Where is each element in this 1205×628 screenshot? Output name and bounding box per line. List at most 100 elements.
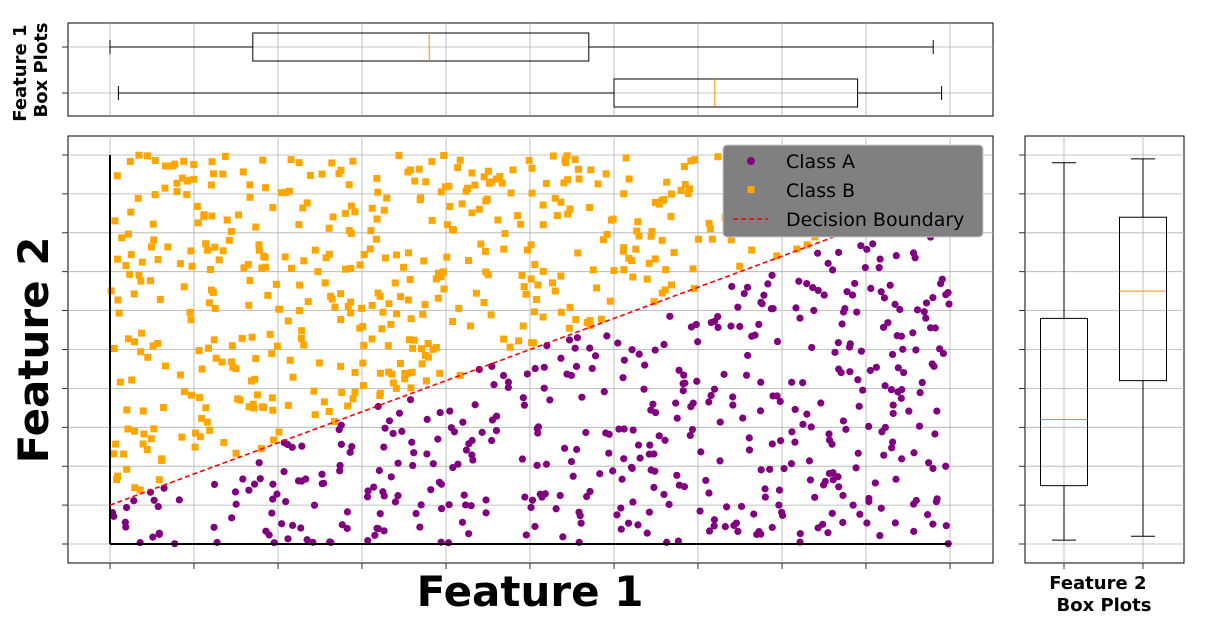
point-class-b (409, 344, 417, 352)
point-class-b (138, 329, 146, 337)
point-class-b (126, 270, 134, 278)
point-class-b (272, 280, 280, 288)
point-class-b (530, 308, 538, 316)
point-class-b (518, 271, 526, 279)
point-class-b (113, 476, 121, 484)
point-class-a (504, 378, 513, 386)
point-class-a (629, 426, 637, 434)
point-class-b (198, 365, 206, 373)
point-class-a (619, 374, 627, 382)
point-class-b (295, 221, 303, 229)
point-class-b (687, 157, 695, 165)
point-class-a (504, 383, 512, 392)
point-class-a (661, 436, 669, 444)
point-class-b (138, 258, 146, 266)
y-axis-label: Feature 2 (9, 237, 58, 464)
point-class-a (910, 527, 918, 536)
point-class-a (471, 401, 479, 409)
point-class-a (891, 300, 899, 308)
point-class-b (380, 206, 388, 214)
point-class-b (134, 194, 142, 202)
point-class-a (745, 446, 754, 454)
point-class-a (697, 448, 705, 456)
point-class-a (387, 473, 395, 481)
scatter-panel: Class A Class B Decision Boundary Featur… (9, 135, 994, 616)
point-class-b (420, 257, 428, 265)
point-class-a (889, 401, 897, 409)
point-class-a (768, 523, 776, 532)
box-class-b (252, 32, 590, 62)
point-class-b (114, 255, 122, 263)
point-class-a (149, 533, 157, 541)
point-class-b (633, 227, 641, 235)
point-class-b (180, 157, 188, 165)
point-class-a (687, 403, 695, 411)
point-class-b (606, 297, 614, 305)
point-class-b (456, 156, 464, 164)
point-class-b (205, 299, 213, 307)
point-class-a (210, 480, 219, 489)
point-class-a (768, 440, 776, 448)
point-class-b (273, 342, 281, 350)
point-class-a (828, 440, 836, 448)
point-class-a (245, 486, 253, 494)
point-class-a (929, 293, 937, 302)
point-class-b (202, 240, 210, 248)
point-class-a (210, 523, 218, 531)
point-class-b (368, 204, 376, 212)
point-class-b (347, 264, 355, 272)
point-class-a (905, 407, 913, 415)
point-class-a (841, 304, 849, 313)
point-class-b (139, 407, 147, 415)
point-class-b (135, 271, 143, 279)
point-class-b (501, 230, 509, 238)
point-class-a (298, 442, 306, 450)
point-class-b (203, 418, 211, 426)
point-class-b (408, 368, 416, 376)
point-class-b (411, 177, 419, 185)
point-class-b (706, 225, 714, 233)
point-class-a (694, 338, 702, 346)
point-class-b (318, 170, 326, 178)
point-class-b (107, 287, 115, 295)
point-class-a (578, 393, 586, 401)
point-class-b (193, 202, 201, 210)
point-class-a (620, 425, 628, 433)
point-class-a (265, 531, 273, 539)
point-class-b (115, 309, 123, 317)
point-class-b (662, 266, 670, 274)
point-class-a (380, 443, 388, 451)
point-class-a (880, 294, 889, 302)
point-class-a (370, 483, 378, 491)
point-class-b (311, 246, 319, 254)
point-class-b (564, 210, 572, 218)
point-class-a (250, 480, 259, 488)
point-class-a (273, 490, 281, 498)
point-class-b (239, 168, 247, 176)
point-class-a (154, 502, 162, 511)
point-class-a (282, 497, 290, 506)
point-class-b (506, 343, 514, 351)
point-class-b (151, 191, 159, 199)
point-class-b (557, 198, 565, 206)
point-class-b (484, 271, 492, 279)
point-class-a (522, 531, 530, 539)
point-class-b (454, 164, 462, 172)
point-class-a (613, 511, 621, 519)
point-class-a (634, 441, 643, 449)
point-class-a (302, 475, 310, 483)
point-class-b (519, 322, 527, 330)
point-class-b (691, 156, 699, 164)
point-class-b (310, 387, 318, 395)
point-class-a (660, 340, 668, 349)
point-class-a (569, 472, 577, 480)
point-class-a (620, 455, 628, 463)
point-class-a (647, 406, 655, 414)
point-class-b (685, 185, 693, 193)
point-class-a (912, 496, 920, 505)
point-class-a (395, 409, 404, 417)
point-class-a (672, 399, 680, 407)
point-class-b (245, 403, 253, 411)
point-class-a (808, 343, 816, 352)
point-class-b (773, 252, 781, 260)
